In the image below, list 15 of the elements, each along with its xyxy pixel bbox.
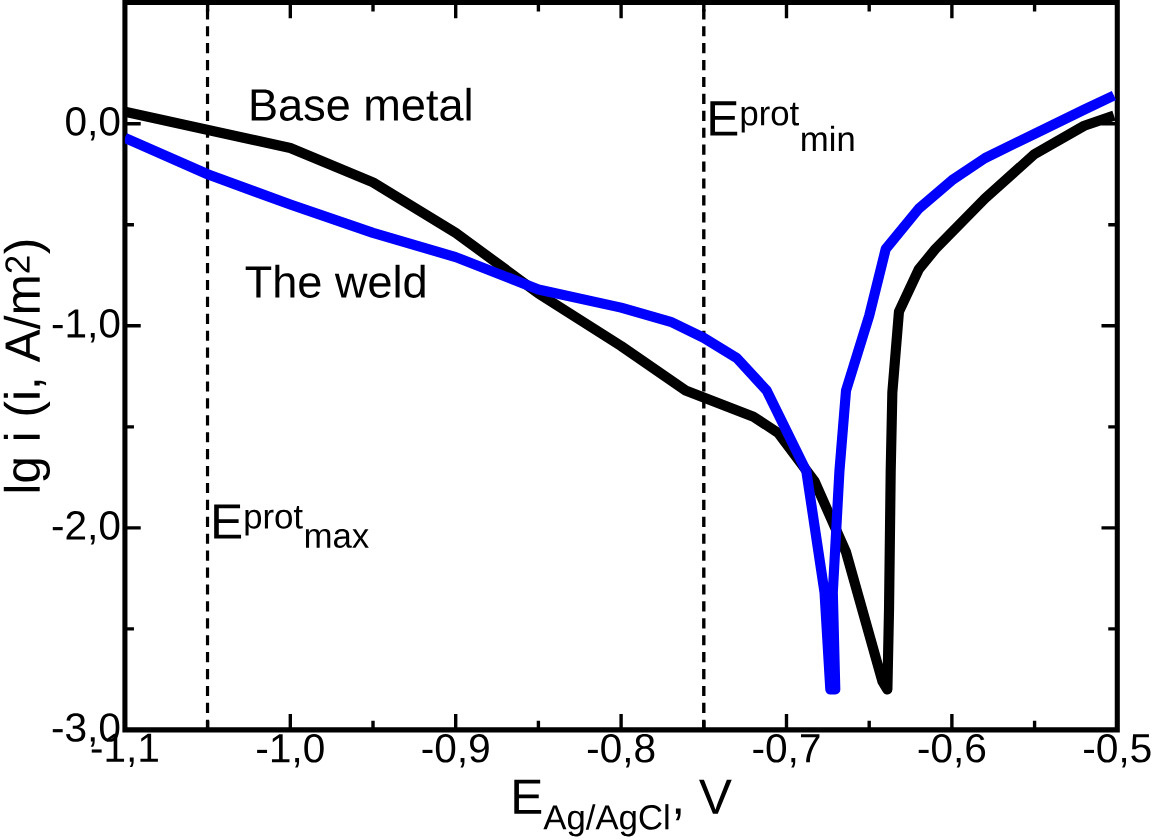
series-label: Base metal xyxy=(251,87,471,121)
x-tick-label: -1,0 xyxy=(257,733,324,768)
y-tick-label: -1,0 xyxy=(52,308,120,343)
ref-line-label: E$^{prot}$$_{max}$ xyxy=(214,504,369,548)
series-label: The weld xyxy=(245,264,425,298)
x-tick-label: -0,9 xyxy=(422,733,489,768)
x-tick-label: -0,8 xyxy=(587,733,655,768)
y-tick-label: -2,0 xyxy=(52,510,120,545)
y-axis-title: lg i (i, A/m$^{2}$) xyxy=(3,240,51,492)
ref-line-label: E$^{prot}$min xyxy=(710,101,854,151)
x-tick-label: -0,6 xyxy=(918,733,986,768)
x-axis-title: E$_{Ag/AgCl}$, V xyxy=(514,779,732,837)
x-tick-label: -0,7 xyxy=(753,733,820,768)
y-tick-label: 0,0 xyxy=(66,106,120,141)
x-tick-label: -0,5 xyxy=(1084,733,1151,768)
